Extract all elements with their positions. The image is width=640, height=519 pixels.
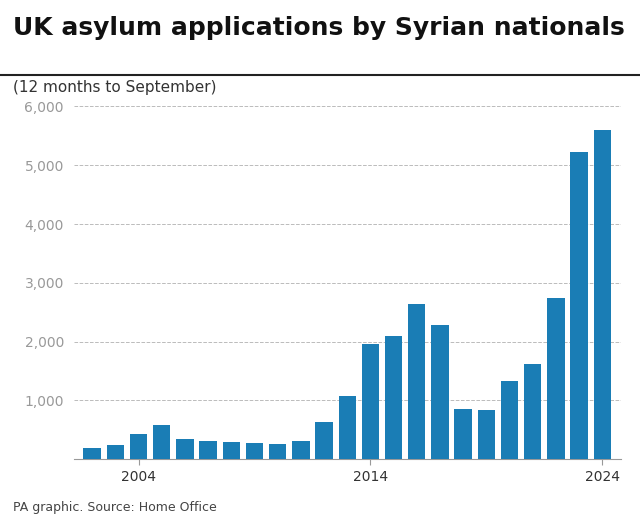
Bar — [269, 444, 286, 459]
Bar — [200, 441, 217, 459]
Text: PA graphic. Source: Home Office: PA graphic. Source: Home Office — [13, 501, 216, 514]
Bar — [547, 298, 564, 459]
Bar — [339, 396, 356, 459]
Bar — [501, 381, 518, 459]
Bar — [431, 325, 449, 459]
Bar — [477, 410, 495, 459]
Bar — [153, 425, 170, 459]
Text: UK asylum applications by Syrian nationals: UK asylum applications by Syrian nationa… — [13, 16, 625, 39]
Bar — [524, 364, 541, 459]
Bar — [570, 152, 588, 459]
Bar — [130, 434, 147, 459]
Bar — [385, 336, 403, 459]
Bar — [316, 422, 333, 459]
Bar — [408, 304, 426, 459]
Bar — [292, 441, 310, 459]
Bar — [362, 344, 379, 459]
Text: (12 months to September): (12 months to September) — [13, 80, 216, 95]
Bar — [107, 445, 124, 459]
Bar — [593, 130, 611, 459]
Bar — [223, 442, 240, 459]
Bar — [83, 447, 101, 459]
Bar — [176, 439, 193, 459]
Bar — [246, 443, 263, 459]
Bar — [454, 409, 472, 459]
